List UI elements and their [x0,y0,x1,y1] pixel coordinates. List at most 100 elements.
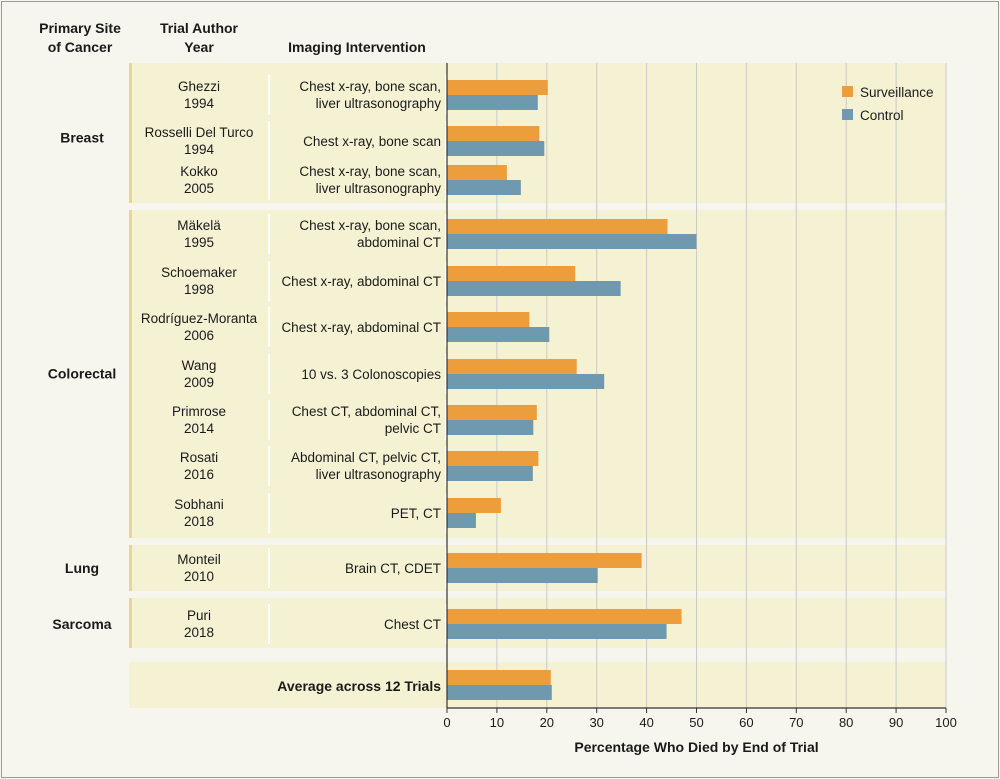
cell-separator [445,214,447,254]
trial-year: 1995 [184,235,214,250]
imaging-intervention: Chest CT, abdominal CT, [292,404,441,419]
x-tick-label: 50 [689,715,703,730]
header-author: Trial Author [160,20,239,36]
bar-surveillance [447,80,548,95]
x-tick-label: 20 [540,715,554,730]
cell-separator [268,307,270,347]
author-cell [132,493,268,533]
author-cell [132,160,268,200]
cell-separator [445,548,447,588]
cell-separator [268,214,270,254]
bar-surveillance [447,451,539,466]
trial-year: 2016 [184,467,214,482]
cell-separator [445,400,447,440]
site-band-edge [129,210,132,538]
trial-author: Schoemaker [161,265,237,280]
imaging-intervention: pelvic CT [385,421,441,436]
bar-control [447,466,533,481]
header-author: Year [184,39,214,55]
header-site: of Cancer [48,39,113,55]
bar-surveillance [447,359,577,374]
site-band-edge [129,63,132,203]
x-tick-label: 40 [639,715,653,730]
site-label: Breast [60,130,104,146]
cell-separator [268,354,270,394]
bar-control [447,180,521,195]
cell-separator [268,160,270,200]
cell-separator [445,307,447,347]
x-tick-label: 30 [589,715,603,730]
trial-year: 1994 [184,96,215,111]
trial-year: 2009 [184,375,214,390]
header-imaging: Imaging Intervention [288,39,426,55]
cell-separator [445,121,447,161]
imaging-intervention: Chest x-ray, bone scan, [299,164,441,179]
cell-separator [268,75,270,115]
bar-surveillance [447,553,642,568]
cell-separator [268,548,270,588]
imaging-intervention: liver ultrasonography [316,181,442,196]
trial-year: 2018 [184,625,214,640]
imaging-intervention: liver ultrasonography [316,96,442,111]
cell-separator [268,400,270,440]
x-tick-label: 0 [443,715,450,730]
x-tick-label: 100 [935,715,957,730]
bar-surveillance [447,312,530,327]
x-axis-title: Percentage Who Died by End of Trial [574,739,818,755]
bar-surveillance [447,126,540,141]
author-cell [132,307,268,347]
author-cell [132,214,268,254]
imaging-intervention: abdominal CT [357,235,441,250]
cell-separator [268,261,270,301]
imaging-intervention: 10 vs. 3 Colonoscopies [301,367,441,382]
cell-separator [268,493,270,533]
trial-author: Mäkelä [177,218,221,233]
x-tick-label: 10 [490,715,504,730]
trial-year: 2006 [184,328,214,343]
bar-control [447,327,550,342]
cell-separator [268,446,270,486]
site-band-edge [129,545,132,591]
trial-author: Ghezzi [178,79,220,94]
legend-swatch-control [842,109,853,120]
imaging-intervention: Abdominal CT, pelvic CT, [291,450,441,465]
trial-author: Rodríguez-Moranta [141,311,258,326]
imaging-intervention: Chest x-ray, bone scan [303,134,441,149]
imaging-intervention: Chest x-ray, abdominal CT [281,320,441,335]
trial-year: 2014 [184,421,215,436]
imaging-intervention: Chest x-ray, bone scan, [299,218,441,233]
site-label: Lung [65,560,99,576]
cell-separator [445,75,447,115]
author-cell [132,604,268,644]
imaging-intervention: Chest x-ray, abdominal CT [281,274,441,289]
imaging-intervention: Brain CT, CDET [345,561,441,576]
imaging-intervention: liver ultrasonography [316,467,442,482]
cell-separator [445,354,447,394]
trial-year: 1998 [184,282,214,297]
trial-year: 2005 [184,181,214,196]
trial-author: Monteil [177,552,221,567]
site-label: Colorectal [48,366,116,382]
imaging-intervention: Chest x-ray, bone scan, [299,79,441,94]
cell-separator [445,446,447,486]
bar-control [447,374,605,389]
author-cell [132,548,268,588]
cell-separator [445,604,447,644]
bar-surveillance [447,405,537,420]
bar-average-control [447,685,552,700]
bar-control [447,95,538,110]
author-cell [132,354,268,394]
site-band-edge [129,598,132,648]
bar-control [447,141,545,156]
trial-author: Kokko [180,164,218,179]
trial-author: Puri [187,608,211,623]
x-tick-label: 70 [789,715,803,730]
bar-surveillance [447,219,668,234]
author-cell [132,121,268,161]
bar-surveillance [447,498,501,513]
author-cell [132,75,268,115]
bar-control [447,624,667,639]
bar-surveillance [447,609,682,624]
trial-year: 2010 [184,569,214,584]
